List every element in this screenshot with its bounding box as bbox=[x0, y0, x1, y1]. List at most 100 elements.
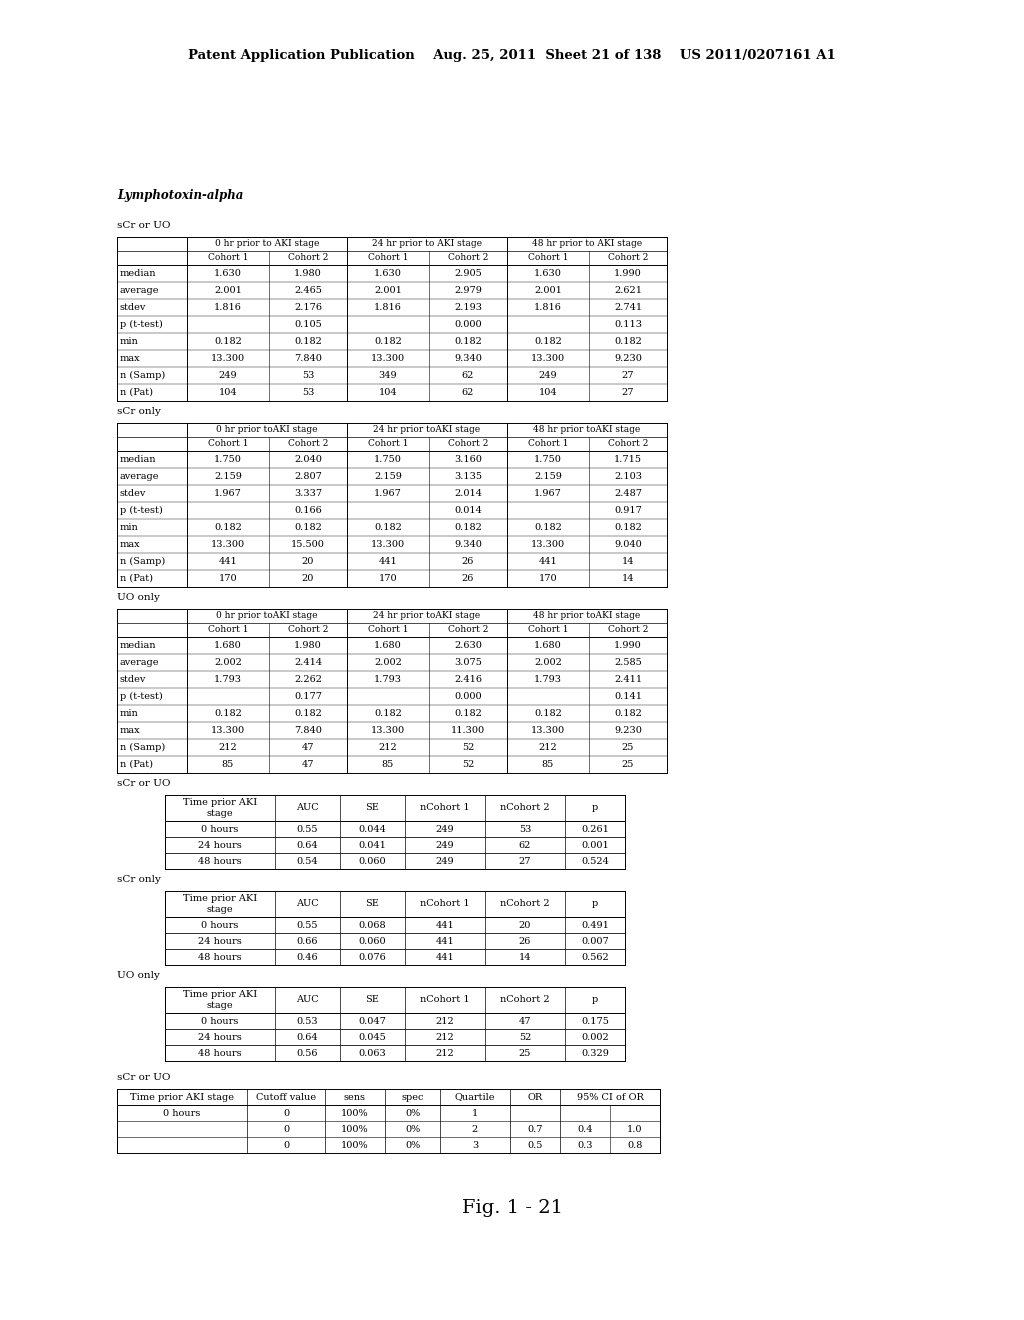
Text: 249: 249 bbox=[435, 857, 455, 866]
Text: 2.905: 2.905 bbox=[454, 269, 482, 279]
Text: 0.182: 0.182 bbox=[374, 337, 402, 346]
Text: 27: 27 bbox=[622, 388, 634, 397]
Text: 349: 349 bbox=[379, 371, 397, 380]
Text: 1.990: 1.990 bbox=[614, 642, 642, 649]
Text: 13.300: 13.300 bbox=[530, 354, 565, 363]
Text: Cohort 2: Cohort 2 bbox=[447, 626, 488, 635]
Text: sens: sens bbox=[344, 1093, 366, 1101]
Text: 11.300: 11.300 bbox=[451, 726, 485, 735]
Text: 0.182: 0.182 bbox=[454, 337, 482, 346]
Text: 0.917: 0.917 bbox=[614, 506, 642, 515]
Text: 0: 0 bbox=[283, 1140, 289, 1150]
Text: 53: 53 bbox=[302, 388, 314, 397]
Text: 13.300: 13.300 bbox=[530, 540, 565, 549]
Text: 13.300: 13.300 bbox=[211, 726, 245, 735]
Text: 0.182: 0.182 bbox=[374, 709, 402, 718]
Text: 2.585: 2.585 bbox=[614, 657, 642, 667]
Text: stdev: stdev bbox=[120, 488, 146, 498]
Text: max: max bbox=[120, 354, 140, 363]
Text: p (t-test): p (t-test) bbox=[120, 692, 163, 701]
Text: 13.300: 13.300 bbox=[371, 726, 406, 735]
Text: n (Pat): n (Pat) bbox=[120, 388, 153, 397]
Text: 0%: 0% bbox=[404, 1125, 420, 1134]
Text: 0.041: 0.041 bbox=[358, 841, 386, 850]
Text: Cohort 2: Cohort 2 bbox=[447, 440, 488, 449]
Text: 3.135: 3.135 bbox=[454, 473, 482, 480]
Text: 0.54: 0.54 bbox=[297, 857, 318, 866]
Text: 212: 212 bbox=[435, 1032, 455, 1041]
Text: 53: 53 bbox=[302, 371, 314, 380]
Text: 9.040: 9.040 bbox=[614, 540, 642, 549]
Text: n (Pat): n (Pat) bbox=[120, 574, 153, 583]
Text: 2: 2 bbox=[472, 1125, 478, 1134]
Text: SE: SE bbox=[366, 899, 380, 908]
Text: 48 hr prior to AKI stage: 48 hr prior to AKI stage bbox=[531, 239, 642, 248]
Text: 1.967: 1.967 bbox=[374, 488, 402, 498]
Text: 24 hours: 24 hours bbox=[198, 936, 242, 945]
Text: 1.680: 1.680 bbox=[374, 642, 401, 649]
Text: 24 hr prior toAKI stage: 24 hr prior toAKI stage bbox=[374, 425, 480, 434]
Text: 13.300: 13.300 bbox=[530, 726, 565, 735]
Text: Cohort 1: Cohort 1 bbox=[208, 253, 248, 263]
Text: 1.715: 1.715 bbox=[614, 455, 642, 465]
Text: 2.001: 2.001 bbox=[214, 286, 242, 294]
Text: 2.002: 2.002 bbox=[535, 657, 562, 667]
Text: 0.491: 0.491 bbox=[581, 920, 609, 929]
Text: 2.001: 2.001 bbox=[535, 286, 562, 294]
Text: 0.000: 0.000 bbox=[455, 319, 482, 329]
Text: 0.182: 0.182 bbox=[294, 337, 322, 346]
Text: 0.166: 0.166 bbox=[294, 506, 322, 515]
Text: 2.014: 2.014 bbox=[454, 488, 482, 498]
Text: 1.816: 1.816 bbox=[214, 304, 242, 312]
Text: 0.329: 0.329 bbox=[581, 1048, 609, 1057]
Text: 0.64: 0.64 bbox=[297, 1032, 318, 1041]
Text: min: min bbox=[120, 523, 138, 532]
Text: Cohort 1: Cohort 1 bbox=[208, 440, 248, 449]
Text: 85: 85 bbox=[542, 760, 554, 770]
Text: stdev: stdev bbox=[120, 675, 146, 684]
Text: p (t-test): p (t-test) bbox=[120, 319, 163, 329]
Text: 1.750: 1.750 bbox=[374, 455, 402, 465]
Text: 1.0: 1.0 bbox=[628, 1125, 643, 1134]
Text: 1.630: 1.630 bbox=[535, 269, 562, 279]
Text: 104: 104 bbox=[379, 388, 397, 397]
Text: Time prior AKI
stage: Time prior AKI stage bbox=[183, 990, 257, 1010]
Text: Cohort 1: Cohort 1 bbox=[208, 626, 248, 635]
Text: 2.411: 2.411 bbox=[614, 675, 642, 684]
Text: 0.113: 0.113 bbox=[614, 319, 642, 329]
Text: 3.337: 3.337 bbox=[294, 488, 323, 498]
Text: AUC: AUC bbox=[296, 899, 318, 908]
Text: 0%: 0% bbox=[404, 1109, 420, 1118]
Text: 2.979: 2.979 bbox=[454, 286, 482, 294]
Text: 52: 52 bbox=[462, 760, 474, 770]
Text: 0.076: 0.076 bbox=[358, 953, 386, 961]
Text: 0.000: 0.000 bbox=[455, 692, 482, 701]
Text: 0.5: 0.5 bbox=[527, 1140, 543, 1150]
Text: 20: 20 bbox=[302, 574, 314, 583]
Text: 27: 27 bbox=[622, 371, 634, 380]
Text: 24 hr prior to AKI stage: 24 hr prior to AKI stage bbox=[372, 239, 482, 248]
Text: n (Samp): n (Samp) bbox=[120, 557, 165, 566]
Text: 1.980: 1.980 bbox=[294, 642, 322, 649]
Text: 0.060: 0.060 bbox=[358, 857, 386, 866]
Text: 441: 441 bbox=[219, 557, 238, 566]
Text: Cohort 2: Cohort 2 bbox=[608, 440, 648, 449]
Text: 0 hours: 0 hours bbox=[202, 920, 239, 929]
Text: SE: SE bbox=[366, 804, 380, 813]
Text: 212: 212 bbox=[539, 743, 557, 752]
Text: 2.103: 2.103 bbox=[614, 473, 642, 480]
Text: 7.840: 7.840 bbox=[294, 726, 322, 735]
Text: 1.816: 1.816 bbox=[535, 304, 562, 312]
Text: Cutoff value: Cutoff value bbox=[256, 1093, 316, 1101]
Text: 14: 14 bbox=[622, 574, 634, 583]
Text: 212: 212 bbox=[219, 743, 238, 752]
Text: 0%: 0% bbox=[404, 1140, 420, 1150]
Text: 0.044: 0.044 bbox=[358, 825, 386, 833]
Text: Cohort 2: Cohort 2 bbox=[608, 253, 648, 263]
Text: 13.300: 13.300 bbox=[371, 354, 406, 363]
Text: 100%: 100% bbox=[341, 1140, 369, 1150]
Text: 1.967: 1.967 bbox=[535, 488, 562, 498]
Text: 0.182: 0.182 bbox=[535, 709, 562, 718]
Text: 52: 52 bbox=[462, 743, 474, 752]
Text: median: median bbox=[120, 269, 157, 279]
